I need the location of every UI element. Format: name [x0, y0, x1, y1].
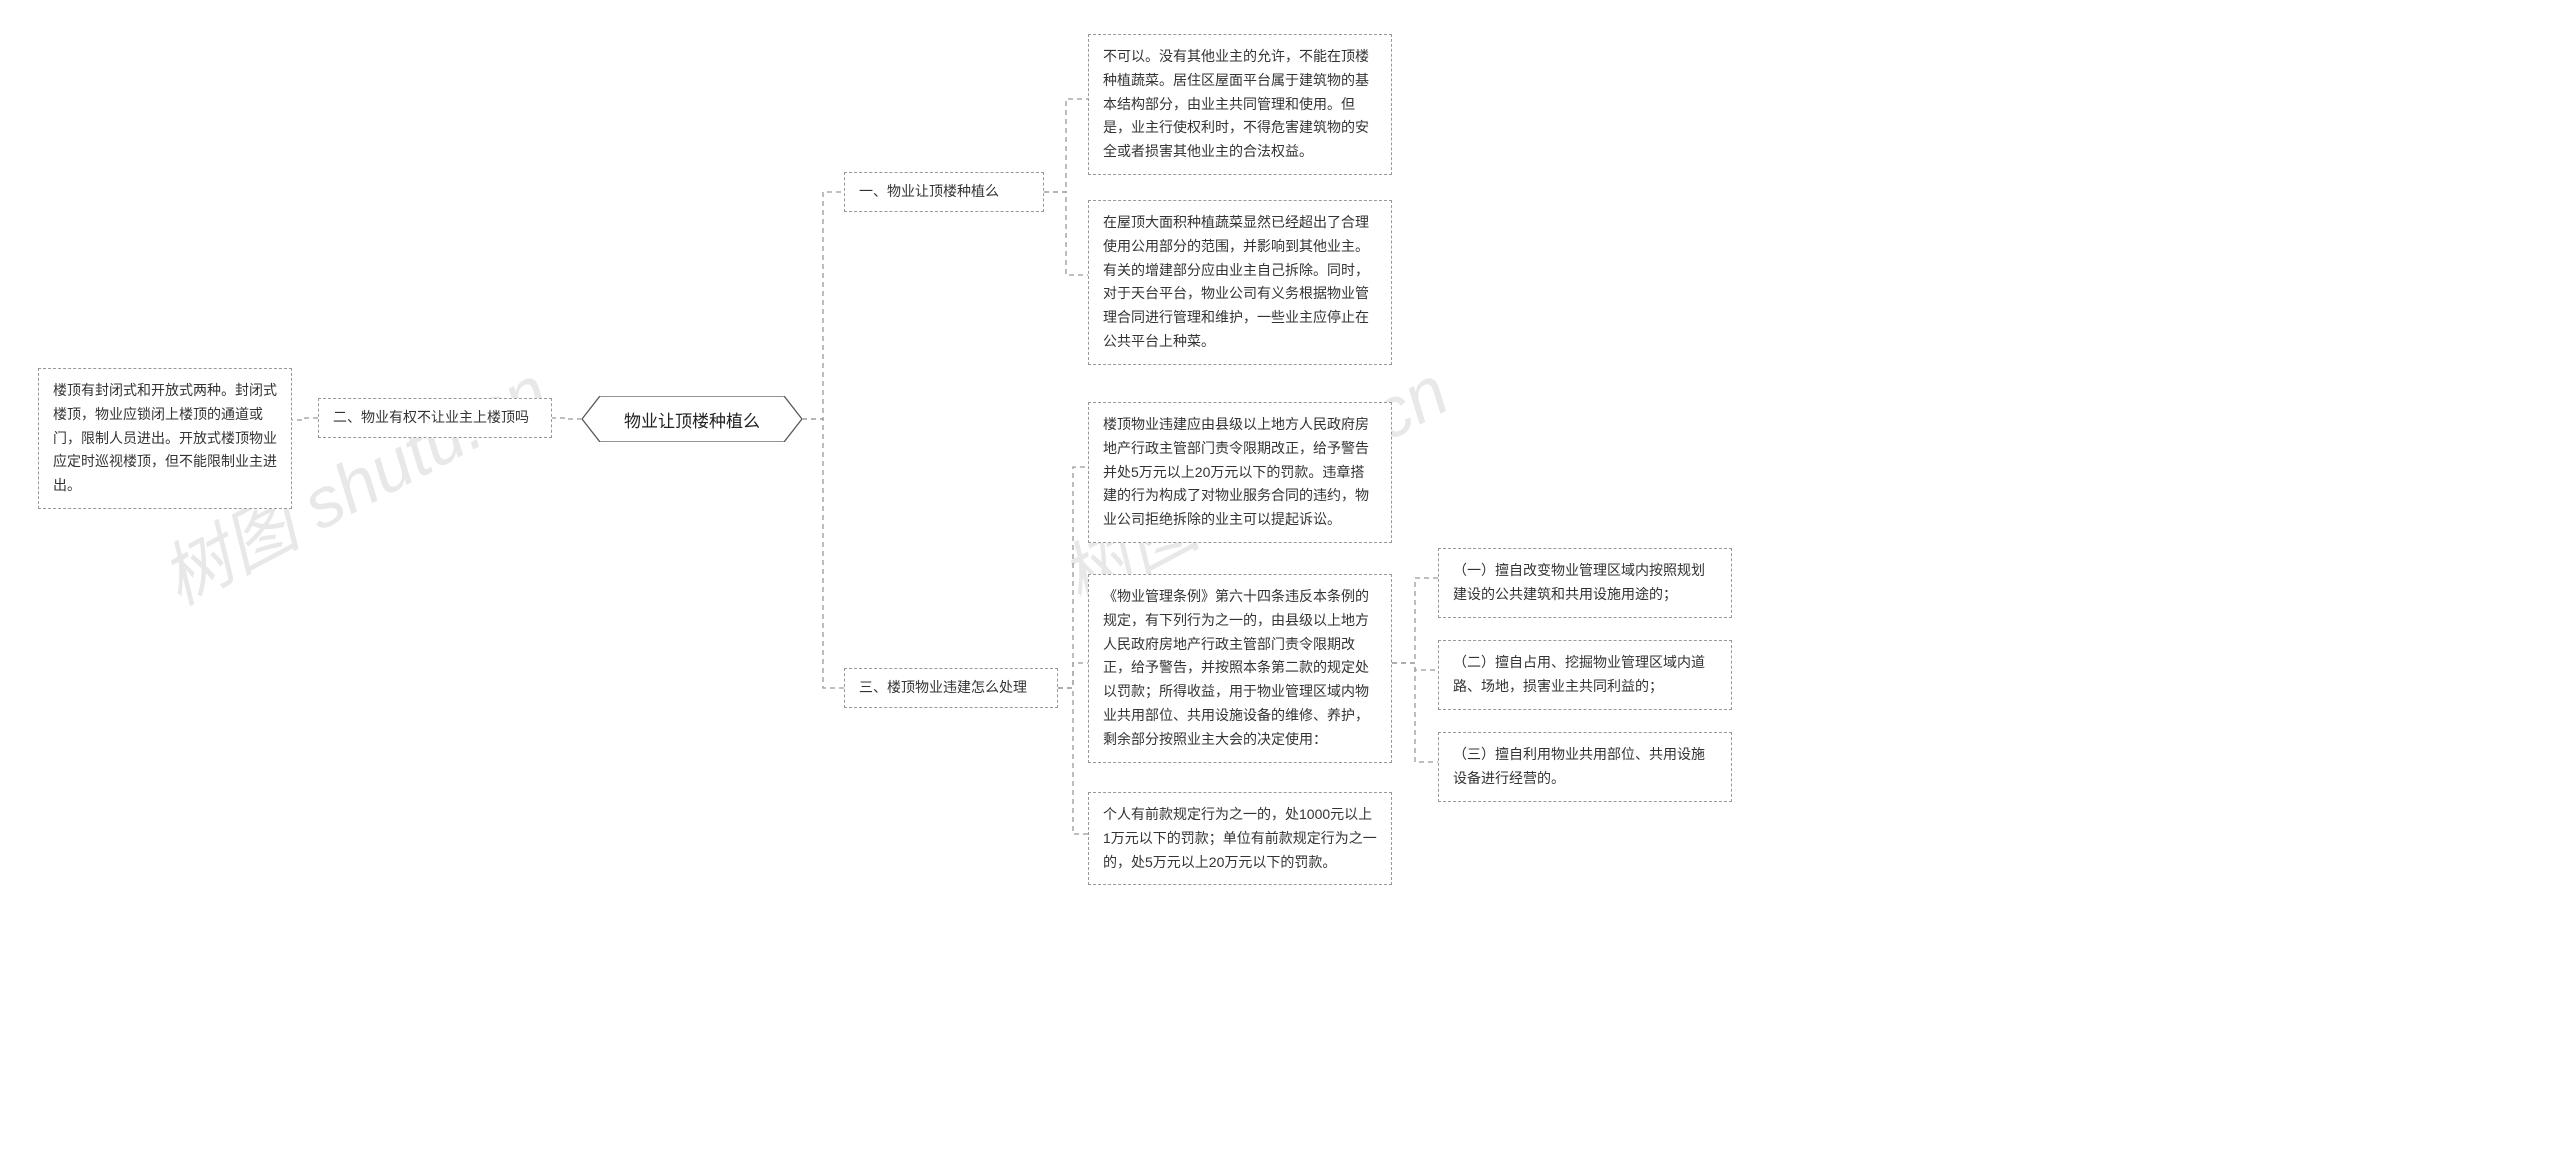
node-b2-1-label: 楼顶有封闭式和开放式两种。封闭式楼顶，物业应锁闭上楼顶的通道或门，限制人员进出。…: [53, 382, 277, 493]
node-b2-label: 二、物业有权不让业主上楼顶吗: [333, 406, 529, 430]
node-b1-2: 在屋顶大面积种植蔬菜显然已经超出了合理使用公用部分的范围，并影响到其他业主。有关…: [1088, 200, 1392, 365]
node-b3-1-label: 楼顶物业违建应由县级以上地方人民政府房地产行政主管部门责令限期改正，给予警告并处…: [1103, 416, 1369, 527]
node-b2-1: 楼顶有封闭式和开放式两种。封闭式楼顶，物业应锁闭上楼顶的通道或门，限制人员进出。…: [38, 368, 292, 509]
node-b3-label: 三、楼顶物业违建怎么处理: [859, 676, 1027, 700]
node-b3-2: 《物业管理条例》第六十四条违反本条例的规定，有下列行为之一的，由县级以上地方人民…: [1088, 574, 1392, 763]
node-b3-2-3: （三）擅自利用物业共用部位、共用设施设备进行经营的。: [1438, 732, 1732, 802]
node-b1-1: 不可以。没有其他业主的允许，不能在顶楼种植蔬菜。居住区屋面平台属于建筑物的基本结…: [1088, 34, 1392, 175]
node-b3-3-label: 个人有前款规定行为之一的，处1000元以上1万元以下的罚款；单位有前款规定行为之…: [1103, 806, 1377, 870]
node-b3-2-2: （二）擅自占用、挖掘物业管理区域内道路、场地，损害业主共同利益的；: [1438, 640, 1732, 710]
node-b1-1-label: 不可以。没有其他业主的允许，不能在顶楼种植蔬菜。居住区屋面平台属于建筑物的基本结…: [1103, 48, 1369, 159]
node-b1-2-label: 在屋顶大面积种植蔬菜显然已经超出了合理使用公用部分的范围，并影响到其他业主。有关…: [1103, 214, 1369, 349]
node-b3-3: 个人有前款规定行为之一的，处1000元以上1万元以下的罚款；单位有前款规定行为之…: [1088, 792, 1392, 885]
root-label: 物业让顶楼种植么: [624, 407, 760, 432]
node-b3-2-1: （一）擅自改变物业管理区域内按照规划建设的公共建筑和共用设施用途的；: [1438, 548, 1732, 618]
node-b1-label: 一、物业让顶楼种植么: [859, 180, 999, 204]
node-b3: 三、楼顶物业违建怎么处理: [844, 668, 1058, 708]
node-b1: 一、物业让顶楼种植么: [844, 172, 1044, 212]
node-b3-2-label: 《物业管理条例》第六十四条违反本条例的规定，有下列行为之一的，由县级以上地方人民…: [1103, 588, 1369, 747]
node-b3-1: 楼顶物业违建应由县级以上地方人民政府房地产行政主管部门责令限期改正，给予警告并处…: [1088, 402, 1392, 543]
node-b3-2-1-label: （一）擅自改变物业管理区域内按照规划建设的公共建筑和共用设施用途的；: [1453, 562, 1705, 602]
node-b3-2-2-label: （二）擅自占用、挖掘物业管理区域内道路、场地，损害业主共同利益的；: [1453, 654, 1705, 694]
node-b3-2-3-label: （三）擅自利用物业共用部位、共用设施设备进行经营的。: [1453, 746, 1705, 786]
root-node: 物业让顶楼种植么: [582, 396, 802, 442]
node-b2: 二、物业有权不让业主上楼顶吗: [318, 398, 552, 438]
